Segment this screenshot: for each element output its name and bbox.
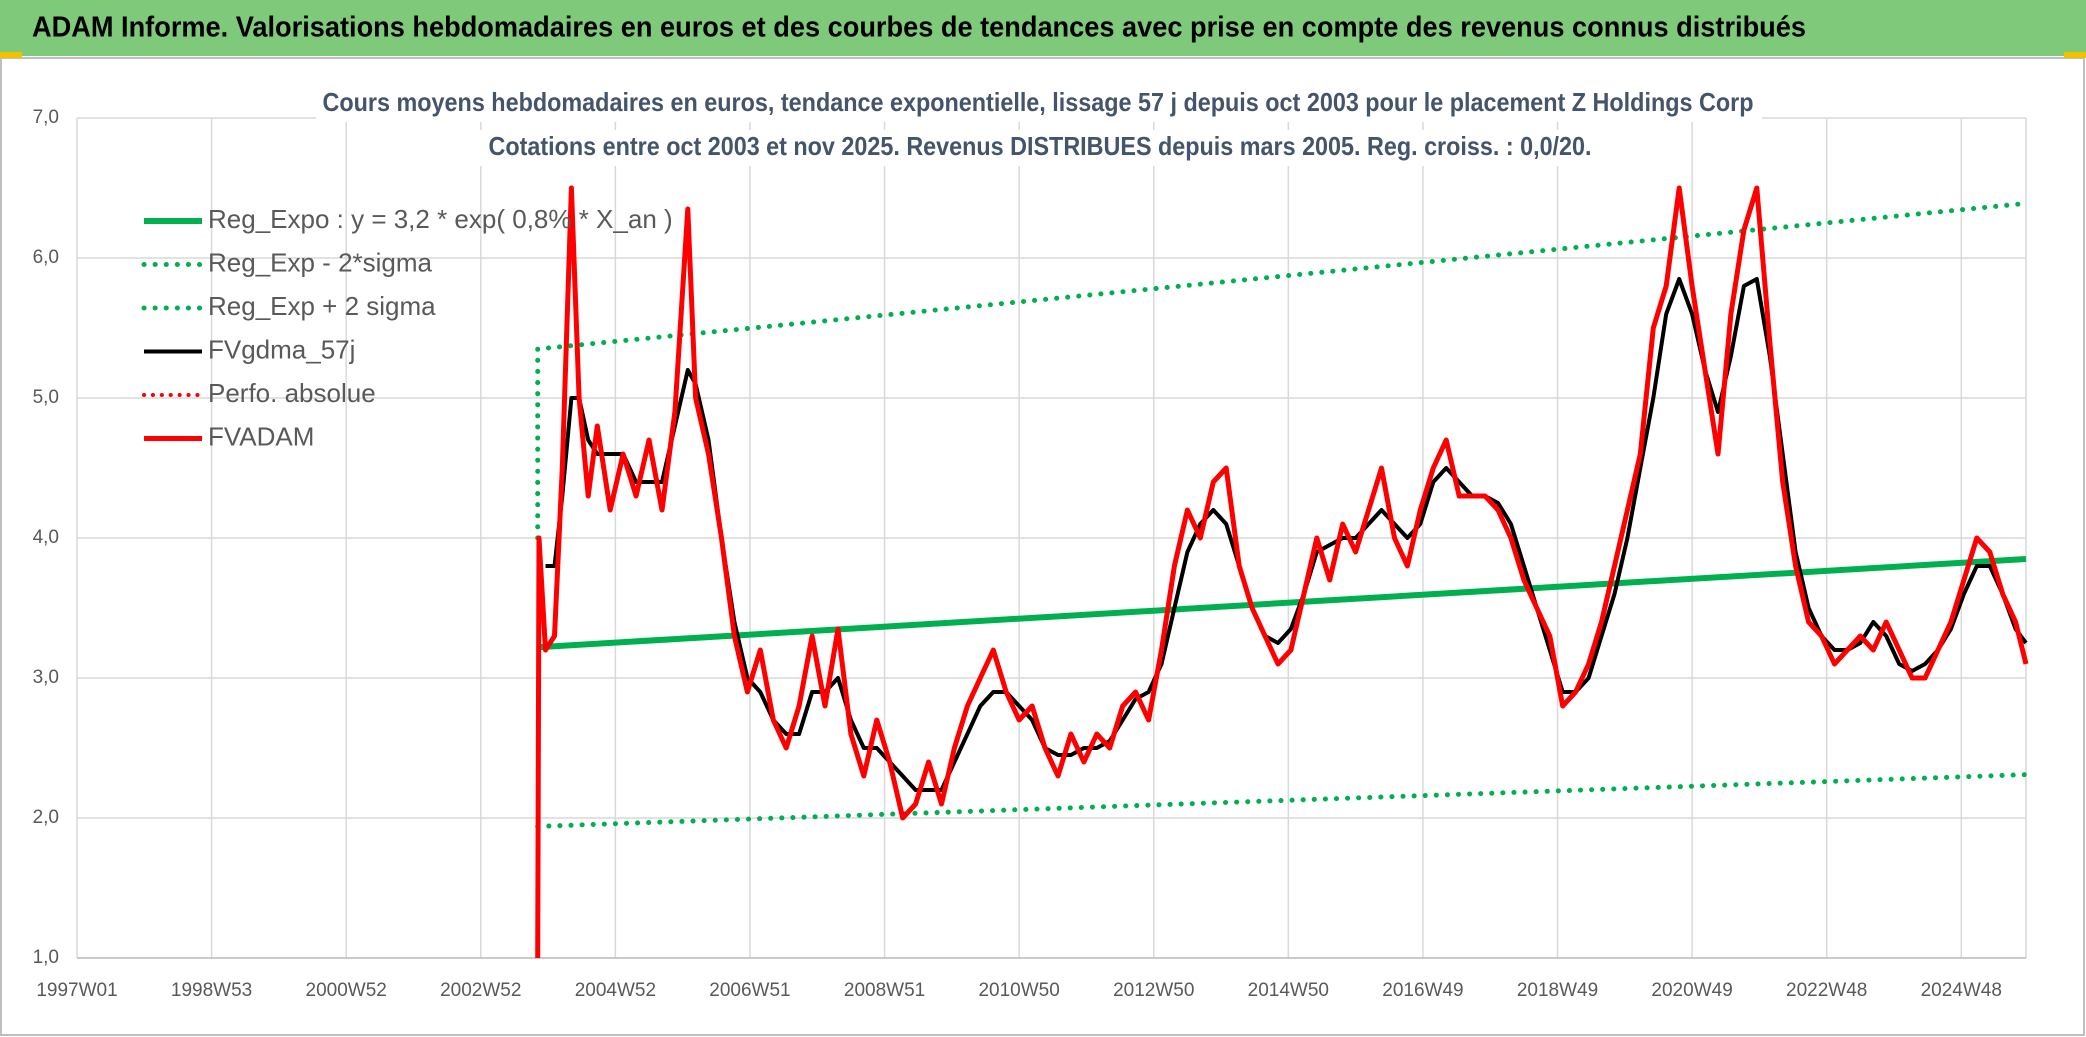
corner bbox=[2064, 52, 2086, 58]
legend: Reg_Expo : y = 3,2 * exp( 0,8% * X_an ) R… bbox=[141, 204, 673, 451]
y-tick-label: 7,0 bbox=[33, 107, 59, 128]
y-tick-label: 6,0 bbox=[33, 247, 59, 268]
legend-label: FVADAM bbox=[208, 421, 314, 451]
x-tick-label: 2016W49 bbox=[1382, 980, 1463, 1001]
x-tick-label: 2010W50 bbox=[978, 980, 1059, 1001]
legend-label: Reg_Expo : y = 3,2 * exp( 0,8% * X_an ) bbox=[208, 204, 673, 234]
plot-area bbox=[535, 185, 2029, 959]
y-tick-label: 3,0 bbox=[33, 667, 59, 688]
header-title: ADAM Informe. Valorisations hebdomadaire… bbox=[32, 12, 1806, 44]
x-tick-label: 1997W01 bbox=[36, 980, 117, 1001]
chart-subtitle: Cotations entre oct 2003 et nov 2025. Re… bbox=[489, 131, 1592, 161]
y-tick-label: 1,0 bbox=[33, 947, 59, 968]
x-tick-label: 2000W52 bbox=[306, 980, 387, 1001]
chart-frame bbox=[0, 57, 2085, 1036]
y-tick-label: 2,0 bbox=[33, 807, 59, 828]
x-tick-label: 2014W50 bbox=[1248, 980, 1329, 1001]
x-tick-label: 2002W52 bbox=[440, 980, 521, 1001]
header-bar bbox=[0, 0, 2086, 56]
corner bbox=[0, 52, 22, 58]
title-background bbox=[316, 86, 1762, 122]
y-tick-label: 5,0 bbox=[33, 387, 59, 408]
series-line bbox=[535, 200, 2029, 541]
y-tick-label: 4,0 bbox=[33, 527, 59, 548]
x-tick-label: 2024W48 bbox=[1921, 980, 2002, 1001]
chart-title: Cours moyens hebdomadaires en euros, ten… bbox=[323, 87, 1754, 117]
series-line bbox=[535, 772, 2029, 829]
legend-label: Reg_Exp + 2 sigma bbox=[208, 291, 436, 321]
legend-label: Perfo. absolue bbox=[208, 378, 376, 408]
series-line bbox=[535, 185, 2029, 959]
legend-label: Reg_Exp - 2*sigma bbox=[208, 247, 433, 277]
grid: 1,0 2,0 3,0 4,0 5,0 6,0 7,0 1997W01 1998W53 2000W… bbox=[33, 107, 2027, 1001]
x-tick-label: 2022W48 bbox=[1786, 980, 1867, 1001]
x-tick-label: 2018W49 bbox=[1517, 980, 1598, 1001]
x-tick-label: 2004W52 bbox=[575, 980, 656, 1001]
x-tick-label: 2006W51 bbox=[709, 980, 790, 1001]
title-background bbox=[480, 130, 1598, 166]
x-tick-label: 2020W49 bbox=[1651, 980, 1732, 1001]
x-tick-label: 1998W53 bbox=[171, 980, 252, 1001]
x-tick-label: 2012W50 bbox=[1113, 980, 1194, 1001]
legend-label: FVgdma_57j bbox=[208, 334, 355, 364]
series-line bbox=[537, 556, 2027, 651]
x-tick-label: 2008W51 bbox=[844, 980, 925, 1001]
